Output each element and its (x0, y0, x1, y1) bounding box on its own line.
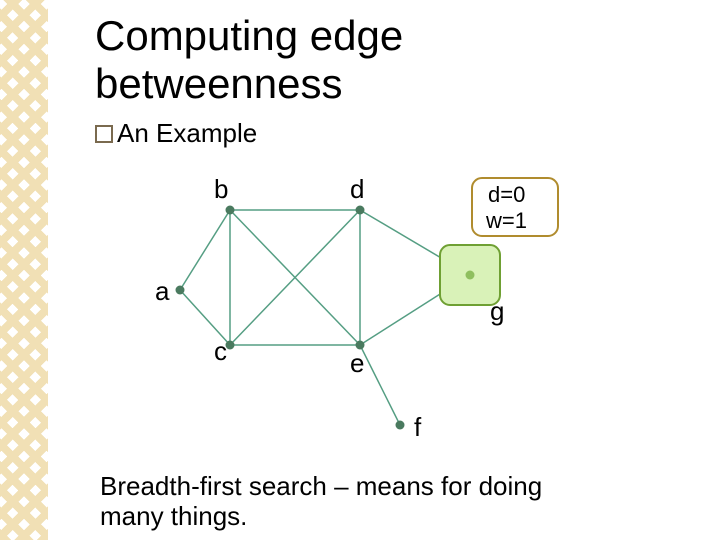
edge-e-f (360, 345, 400, 425)
edges-layer (180, 210, 470, 425)
node-label-d: d (350, 174, 364, 204)
node-d (356, 206, 365, 215)
node-label-c: c (214, 336, 227, 366)
annotation-line-1: d=0 (488, 182, 525, 207)
graph-diagram: a b c d e f g d=0w=1 (0, 0, 720, 540)
bottom-line-1: Breadth-first search – means for doing (100, 471, 542, 501)
node-f (396, 421, 405, 430)
node-label-g: g (490, 296, 504, 326)
node-label-e: e (350, 348, 364, 378)
labels-layer: a b c d e f g (155, 174, 504, 442)
nodes-layer (176, 206, 475, 430)
bottom-line-2: many things. (100, 501, 247, 531)
node-b (226, 206, 235, 215)
node-label-a: a (155, 276, 170, 306)
node-g (466, 271, 475, 280)
node-label-b: b (214, 174, 228, 204)
node-a (176, 286, 185, 295)
edge-a-b (180, 210, 230, 290)
annotation-layer: d=0w=1 (472, 178, 558, 236)
node-label-f: f (414, 412, 422, 442)
bottom-text: Breadth-first search – means for doing m… (100, 472, 660, 532)
annotation-line-2: w=1 (485, 208, 527, 233)
